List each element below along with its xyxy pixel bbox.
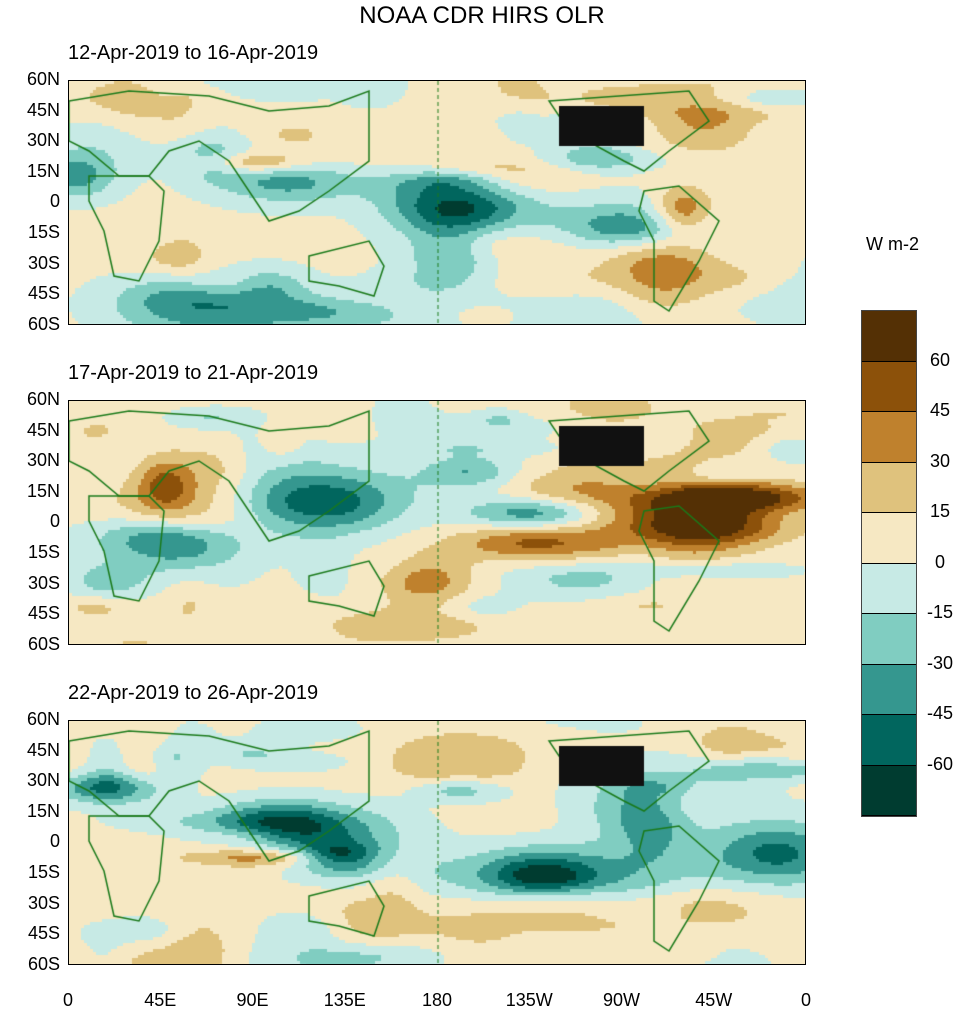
lat-tick-label: 60S xyxy=(27,953,60,974)
olr-map-panel-3 xyxy=(68,720,806,965)
olr-map-panel-1 xyxy=(68,80,806,325)
olr-anomaly-field xyxy=(69,401,805,644)
colorbar-swatch xyxy=(862,311,916,362)
colorbar xyxy=(861,310,917,817)
colorbar-swatch xyxy=(862,765,916,816)
lat-tick-label: 45S xyxy=(27,923,60,944)
colorbar-unit: W m-2 xyxy=(866,234,919,254)
lat-tick-label: 45S xyxy=(27,283,60,304)
lat-tick-label: 60S xyxy=(27,313,60,334)
lat-tick-label: 15N xyxy=(26,160,60,181)
olr-map-panel-2 xyxy=(68,400,806,645)
panel-2-title: 17-Apr-2019 to 21-Apr-2019 xyxy=(68,362,319,384)
lon-tick-label: 45W xyxy=(695,990,733,1010)
colorbar-swatch xyxy=(862,614,916,665)
lat-tick-label: 60S xyxy=(27,633,60,654)
lat-tick-label: 15S xyxy=(27,542,60,562)
figure-title: NOAA CDR HIRS OLR xyxy=(359,2,605,29)
colorbar-label: 30 xyxy=(929,450,951,471)
lat-tick-label: 45S xyxy=(27,603,60,624)
colorbar-swatch xyxy=(862,513,916,564)
lon-tick-label: 90W xyxy=(602,990,640,1010)
lat-tick-label: 45N xyxy=(26,419,60,440)
lat-tick-label: 30S xyxy=(27,572,60,593)
lat-tick-label: 30N xyxy=(26,770,60,791)
colorbar-label: -30 xyxy=(926,652,953,673)
lat-tick-label: 0 xyxy=(49,831,60,852)
panel-3-title: 22-Apr-2019 to 26-Apr-2019 xyxy=(68,682,319,704)
lat-tick-label: 60N xyxy=(26,709,60,729)
colorbar-swatch xyxy=(862,715,916,766)
colorbar-swatch xyxy=(862,664,916,715)
lat-tick-label: 30S xyxy=(27,252,60,273)
colorbar-label: -45 xyxy=(926,703,953,723)
lat-tick-label: 0 xyxy=(49,511,60,532)
colorbar-label: -15 xyxy=(926,602,953,622)
panel-1-title: 12-Apr-2019 to 16-Apr-2019 xyxy=(68,42,319,64)
colorbar-swatch xyxy=(862,462,916,513)
colorbar-swatch xyxy=(862,412,916,463)
lat-tick-label: 15N xyxy=(26,800,60,821)
colorbar-swatch xyxy=(862,361,916,412)
lat-tick-label: 45N xyxy=(26,739,60,760)
lat-tick-label: 30N xyxy=(26,130,60,151)
lon-tick-label: 45E xyxy=(144,990,177,1010)
lon-tick-label: 135E xyxy=(323,990,366,1010)
colorbar-label: 0 xyxy=(934,551,945,572)
lat-tick-label: 30N xyxy=(26,450,60,471)
lat-tick-label: 15N xyxy=(26,480,60,501)
colorbar-label: 45 xyxy=(929,400,951,420)
olr-anomaly-field xyxy=(69,81,805,324)
olr-anomaly-field xyxy=(69,721,805,964)
lon-tick-label: 180 xyxy=(421,990,453,1010)
lon-tick-label: 0 xyxy=(62,990,73,1010)
lon-tick-label: 0 xyxy=(800,990,811,1010)
lat-tick-label: 60N xyxy=(26,69,60,89)
lon-tick-label: 135W xyxy=(505,990,553,1010)
colorbar-swatch xyxy=(862,563,916,614)
lat-tick-label: 15S xyxy=(27,862,60,882)
lat-tick-label: 0 xyxy=(49,191,60,212)
colorbar-label: -60 xyxy=(926,753,953,774)
lat-tick-label: 45N xyxy=(26,99,60,120)
lat-tick-label: 60N xyxy=(26,389,60,409)
colorbar-label: 15 xyxy=(929,501,951,521)
colorbar-label: 60 xyxy=(929,349,951,370)
lat-tick-label: 15S xyxy=(27,222,60,242)
lon-tick-label: 90E xyxy=(236,990,269,1010)
lat-tick-label: 30S xyxy=(27,892,60,913)
